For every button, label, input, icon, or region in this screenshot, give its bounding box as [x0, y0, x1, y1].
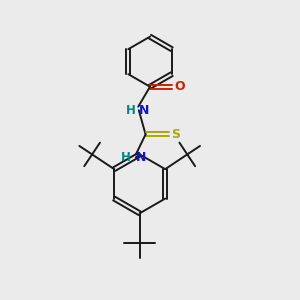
Text: H: H — [121, 151, 131, 164]
Text: N: N — [139, 104, 149, 117]
Text: H: H — [125, 104, 135, 117]
Text: O: O — [174, 80, 185, 93]
Text: S: S — [171, 128, 180, 141]
Text: N: N — [136, 151, 146, 164]
